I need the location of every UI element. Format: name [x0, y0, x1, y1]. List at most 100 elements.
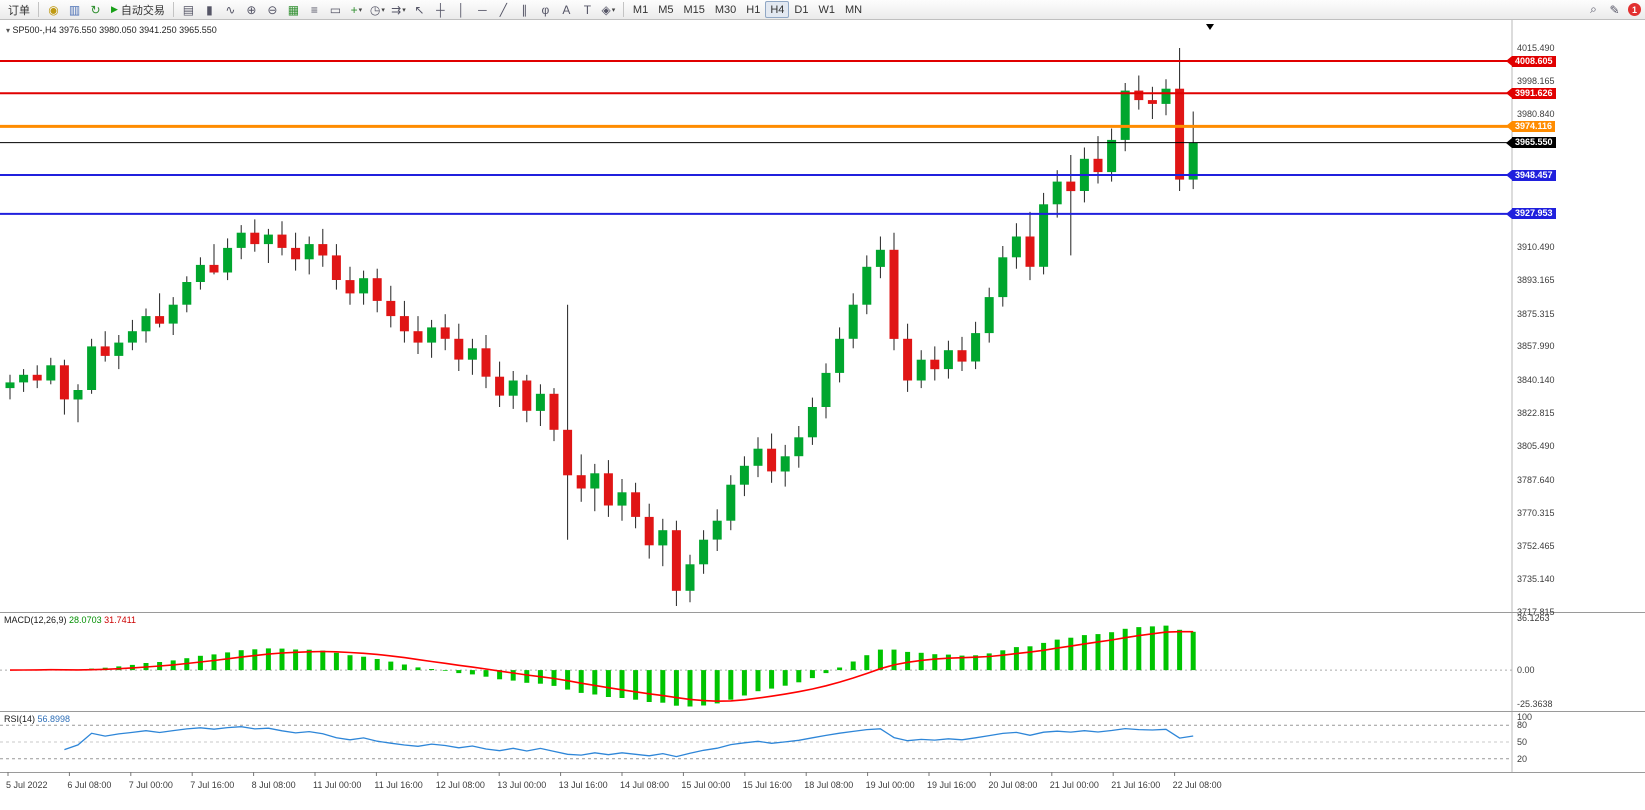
edit-icon[interactable]: ✎ [1604, 1, 1625, 18]
candle-body [685, 564, 695, 591]
candle-body [182, 282, 192, 305]
candle-body [263, 234, 273, 245]
candle-body [943, 350, 953, 370]
channel-icon[interactable]: ∥ [514, 1, 535, 18]
candle-body [427, 327, 437, 343]
zoom-out-icon[interactable]: ⊖ [262, 1, 283, 18]
macd-name: MACD(12,26,9) [4, 615, 67, 625]
toolbar-tool-icons: ▤ ▮ ∿ ⊕ ⊖ ▦ ≡ ▭ + ▾ ◷ ▾ ⇉ ▾ ↖ ┼ │ ─ ╱ ∥ φ A T ◈ ▾ [178, 1, 619, 18]
timeframe-h1[interactable]: H1 [741, 1, 765, 18]
timeframe-d1[interactable]: D1 [789, 1, 813, 18]
candle-body [495, 376, 505, 396]
candle-body [1147, 100, 1157, 104]
candle-body [617, 492, 627, 506]
candle-body [73, 390, 83, 400]
cursor-icon[interactable]: ↖ [409, 1, 430, 18]
label-icon[interactable]: T [577, 1, 598, 18]
candle-body [304, 244, 314, 260]
candle-body [889, 249, 899, 339]
candle-body [971, 333, 981, 362]
candle-body [1175, 88, 1185, 180]
candle-body [141, 316, 151, 332]
candle-body [916, 359, 926, 381]
chart-window-icon[interactable]: ▥ [64, 1, 85, 18]
candle-body [957, 350, 967, 362]
timeframe-h4[interactable]: H4 [765, 1, 790, 18]
candle-body [903, 338, 913, 381]
candle-body [1066, 181, 1076, 192]
timeframe-m1[interactable]: M1 [628, 1, 653, 18]
candle-body [250, 232, 260, 245]
autotrade-button[interactable]: ▶ 自动交易 [107, 1, 169, 18]
candle-body [413, 331, 423, 343]
candle-body [590, 473, 600, 489]
candle-body [1134, 90, 1144, 101]
candle-body [46, 365, 56, 381]
candle-body [1093, 158, 1103, 173]
candle-body [1161, 88, 1171, 104]
symbol-ohlc-text: SP500-,H4 3976.550 3980.050 3941.250 396… [12, 25, 217, 35]
toolbar-separator [172, 2, 174, 17]
dropdown-caret-icon: ▾ [381, 6, 385, 14]
rsi-line [64, 726, 1194, 758]
candle-body [522, 380, 532, 411]
indicator-window-icon[interactable]: ▭ [325, 1, 346, 18]
timeframe-m5[interactable]: M5 [653, 1, 678, 18]
candle-body [930, 359, 940, 370]
search-icon[interactable]: ⌕ [1583, 1, 1604, 18]
timeframe-mn[interactable]: MN [840, 1, 867, 18]
chart-shift-icon[interactable]: ⇉ ▾ [388, 1, 409, 18]
zoom-in-icon[interactable]: ⊕ [241, 1, 262, 18]
rsi-value: 56.8998 [37, 714, 71, 724]
fibonacci-icon[interactable]: φ [535, 1, 556, 18]
candle-body [155, 316, 165, 324]
macd-main-value: 28.0703 [69, 615, 102, 625]
horizontal-line-icon[interactable]: ─ [472, 1, 493, 18]
timeframe-clock-icon[interactable]: ◷ ▾ [367, 1, 388, 18]
line-chart-icon[interactable]: ∿ [220, 1, 241, 18]
rsi-label: RSI(14) 56.8998 [4, 714, 71, 724]
chart-shift-marker-icon [1206, 24, 1214, 30]
trendline-icon[interactable]: ╱ [493, 1, 514, 18]
indicators-icon[interactable]: ≡ [304, 1, 325, 18]
orders-button[interactable]: 订单 [4, 1, 34, 18]
crosshair-icon[interactable]: ┼ [430, 1, 451, 18]
main-toolbar: 订单 ◉ ▥ ↻ ▶ 自动交易 ▤ ▮ ∿ ⊕ ⊖ ▦ ≡ ▭ + ▾ ◷ ▾ ⇉ ▾ ↖ ┼ │ ─ ╱ ∥ φ A T ◈ ▾ … [0, 0, 1645, 20]
candle-body [100, 346, 110, 356]
candle-body [440, 327, 450, 339]
candle-body [399, 316, 409, 332]
symbol-dropdown-icon[interactable]: ▾ [6, 26, 11, 35]
tile-windows-icon[interactable]: ▦ [283, 1, 304, 18]
candle-body [848, 304, 858, 339]
candle-body [984, 297, 994, 334]
toolbar-left-icons: ◉ ▥ ↻ [43, 1, 106, 18]
chart-ohlc-header: ▾ SP500-,H4 3976.550 3980.050 3941.250 3… [6, 25, 217, 35]
sound-icon[interactable]: ◉ [43, 1, 64, 18]
candle-body [535, 393, 545, 411]
bar-chart-icon[interactable]: ▤ [178, 1, 199, 18]
candlestick-chart-icon[interactable]: ▮ [199, 1, 220, 18]
candle-body [1107, 139, 1117, 173]
macd-signal-line [9, 630, 1194, 703]
candle-body [1120, 90, 1130, 140]
shapes-icon[interactable]: ◈ ▾ [598, 1, 619, 18]
vertical-line-icon[interactable]: │ [451, 1, 472, 18]
toolbar-separator [622, 2, 624, 17]
add-indicator-icon[interactable]: + ▾ [346, 1, 367, 18]
timeframe-w1[interactable]: W1 [813, 1, 840, 18]
text-icon[interactable]: A [556, 1, 577, 18]
dropdown-caret-icon: ▾ [611, 6, 616, 14]
toolbar-separator [38, 2, 39, 17]
candle-body [1025, 236, 1035, 267]
candle-body [195, 264, 205, 282]
refresh-icon[interactable]: ↻ [85, 1, 106, 18]
candle-body [87, 346, 97, 390]
candle-body [1052, 181, 1062, 205]
timeframe-m30[interactable]: M30 [710, 1, 741, 18]
autotrade-label: 自动交易 [120, 4, 165, 17]
candle-body [372, 278, 382, 301]
timeframe-m15[interactable]: M15 [678, 1, 709, 18]
notification-badge[interactable]: 1 [1628, 3, 1641, 16]
